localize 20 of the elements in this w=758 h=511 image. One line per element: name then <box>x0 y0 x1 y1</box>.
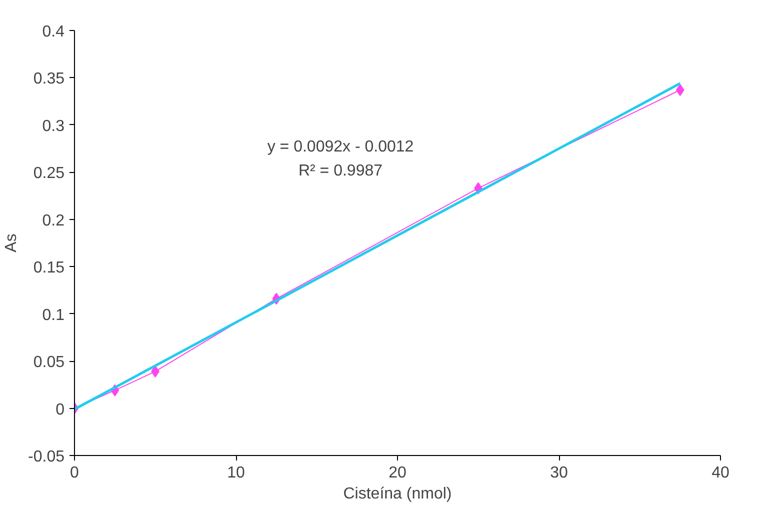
y-axis-title: As <box>3 234 20 252</box>
y-tick-label: 0.2 <box>42 212 65 230</box>
y-tick-label: 0.25 <box>33 165 65 182</box>
y-tick-label: 0.4 <box>42 24 65 40</box>
y-tick-label: 0.3 <box>42 118 65 135</box>
x-tick-label: 40 <box>712 464 730 482</box>
x-axis-title: Cisteína (nmol) <box>343 486 452 502</box>
y-tick-label: -0.05 <box>28 448 65 466</box>
point <box>676 84 684 96</box>
y-tick-label: 0 <box>56 401 65 418</box>
x-tick-label: 20 <box>388 464 406 482</box>
annotation: y = 0.0092x - 0.0012 <box>267 138 414 156</box>
y-tick-label: 0.35 <box>33 70 65 88</box>
x-tick-label: 0 <box>70 464 80 482</box>
x-tick-label: 30 <box>550 464 568 482</box>
x-tick-label: 10 <box>227 464 245 482</box>
y-tick-label: 0.15 <box>33 260 65 277</box>
y-tick-label: 0.1 <box>42 306 65 324</box>
annotation: R² = 0.9987 <box>298 162 383 180</box>
y-tick-label: 0.05 <box>33 354 65 372</box>
